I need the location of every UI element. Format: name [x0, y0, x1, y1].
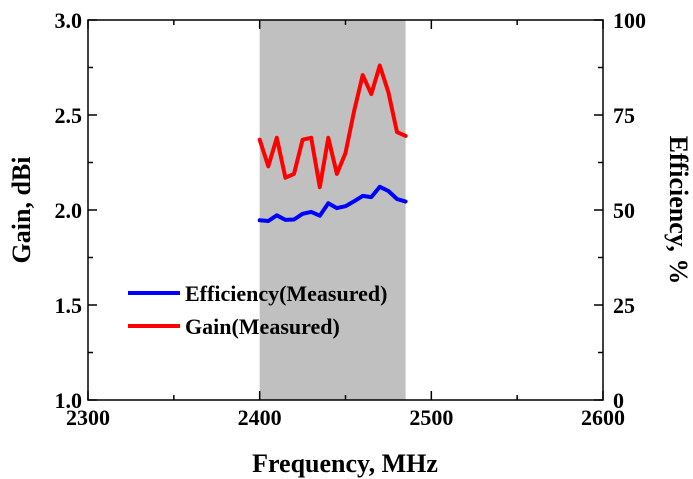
y2-tick-label: 25	[613, 293, 635, 318]
x-tick-label: 2300	[66, 405, 110, 430]
x-tick-label: 2600	[581, 405, 625, 430]
tick-labels-group: 2300 2400 2500 2600 1.0 1.5 2.0 2.5 3.0 0 25 50 75 10…	[55, 8, 647, 430]
legend: Efficiency(Measured) Gain(Measured)	[128, 281, 387, 339]
y-tick-label: 2.0	[55, 198, 83, 223]
x-tick-label: 2400	[238, 405, 282, 430]
y2-axis-title: Efficiency, %	[664, 136, 693, 285]
y2-tick-label: 0	[613, 388, 624, 413]
y2-tick-label: 100	[613, 8, 646, 33]
highlight-band	[259, 20, 406, 400]
series-line-efficiency	[257, 184, 408, 223]
x-tick-label: 2500	[409, 405, 453, 430]
y-tick-label: 3.0	[55, 8, 83, 33]
y2-tick-label: 50	[613, 198, 635, 223]
y2-tick-label: 75	[613, 103, 635, 128]
ticks-group	[87, 19, 604, 401]
legend-label: Efficiency(Measured)	[185, 281, 387, 306]
plot-lines-group	[257, 63, 408, 223]
y-tick-label: 1.5	[55, 293, 83, 318]
legend-label: Gain(Measured)	[185, 314, 340, 339]
series-line-gain	[257, 63, 408, 190]
y-tick-label: 1.0	[55, 388, 83, 413]
y-tick-label: 2.5	[55, 103, 83, 128]
y-axis-title: Gain, dBi	[7, 157, 36, 264]
highlight-band-group	[259, 20, 406, 400]
x-axis-title: Frequency, MHz	[252, 449, 438, 478]
